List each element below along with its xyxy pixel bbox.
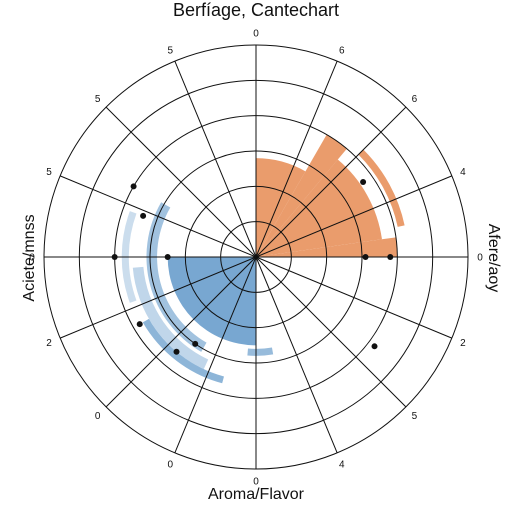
- series-1-band-4: [142, 318, 224, 384]
- series-1-point-3: [136, 321, 143, 328]
- chart-title: Berfíage, Cantechart: [172, 0, 340, 20]
- spoke-7: [255, 256, 338, 454]
- spoke-2: [255, 106, 407, 258]
- series-1-band-3: [121, 211, 137, 303]
- series-0-point-3: [371, 343, 378, 350]
- series-0-band-4: [358, 149, 405, 227]
- spoke-label-14: 5: [95, 94, 101, 105]
- spoke-label-10: 0: [95, 411, 101, 422]
- spoke-label-0: 0: [253, 29, 259, 40]
- series-0-band-2: [256, 134, 347, 257]
- spoke-15: [174, 60, 257, 258]
- series-0-point-2: [360, 179, 367, 186]
- spoke-label-15: 5: [167, 46, 173, 57]
- spoke-label-12: 0: [29, 253, 35, 264]
- series-1-point-6: [140, 212, 147, 219]
- series-1-band-5: [247, 347, 274, 356]
- series-0-point-1: [387, 254, 394, 260]
- series-1-point-0: [164, 254, 171, 260]
- spoke-label-2: 6: [412, 94, 418, 105]
- spoke-label-11: 2: [46, 338, 52, 349]
- spoke-label-13: 5: [46, 167, 52, 178]
- spoke-9: [174, 256, 257, 454]
- series-1-point-1: [111, 254, 118, 260]
- spoke-label-7: 4: [339, 459, 345, 470]
- spoke-label-6: 5: [412, 411, 418, 422]
- series-0-point-0: [362, 254, 369, 260]
- spoke-label-3: 4: [460, 167, 466, 178]
- spoke-14: [105, 106, 257, 258]
- series-0-band-3: [256, 158, 306, 257]
- spoke-label-5: 2: [460, 338, 466, 349]
- axis-label-bottom: Aroma/Flavor: [207, 486, 305, 503]
- spoke-10: [105, 256, 257, 408]
- series-1-point-2: [130, 183, 137, 190]
- spoke-label-4: 0: [477, 253, 483, 264]
- spoke-label-9: 0: [167, 459, 173, 470]
- spoke-13: [59, 175, 257, 258]
- spoke-1: [255, 60, 338, 258]
- spoke-3: [255, 175, 453, 258]
- spoke-label-8: 0: [253, 477, 259, 488]
- series-0-band-1: [256, 159, 382, 257]
- spoke-6: [255, 256, 407, 408]
- series-1-band-1: [146, 202, 207, 352]
- series-1-point-5: [192, 340, 199, 347]
- spoke-11: [59, 256, 257, 339]
- series-1-band-2: [132, 266, 209, 370]
- series-1-point-4: [173, 348, 180, 355]
- spoke-label-1: 6: [339, 46, 345, 57]
- spoke-5: [255, 256, 453, 339]
